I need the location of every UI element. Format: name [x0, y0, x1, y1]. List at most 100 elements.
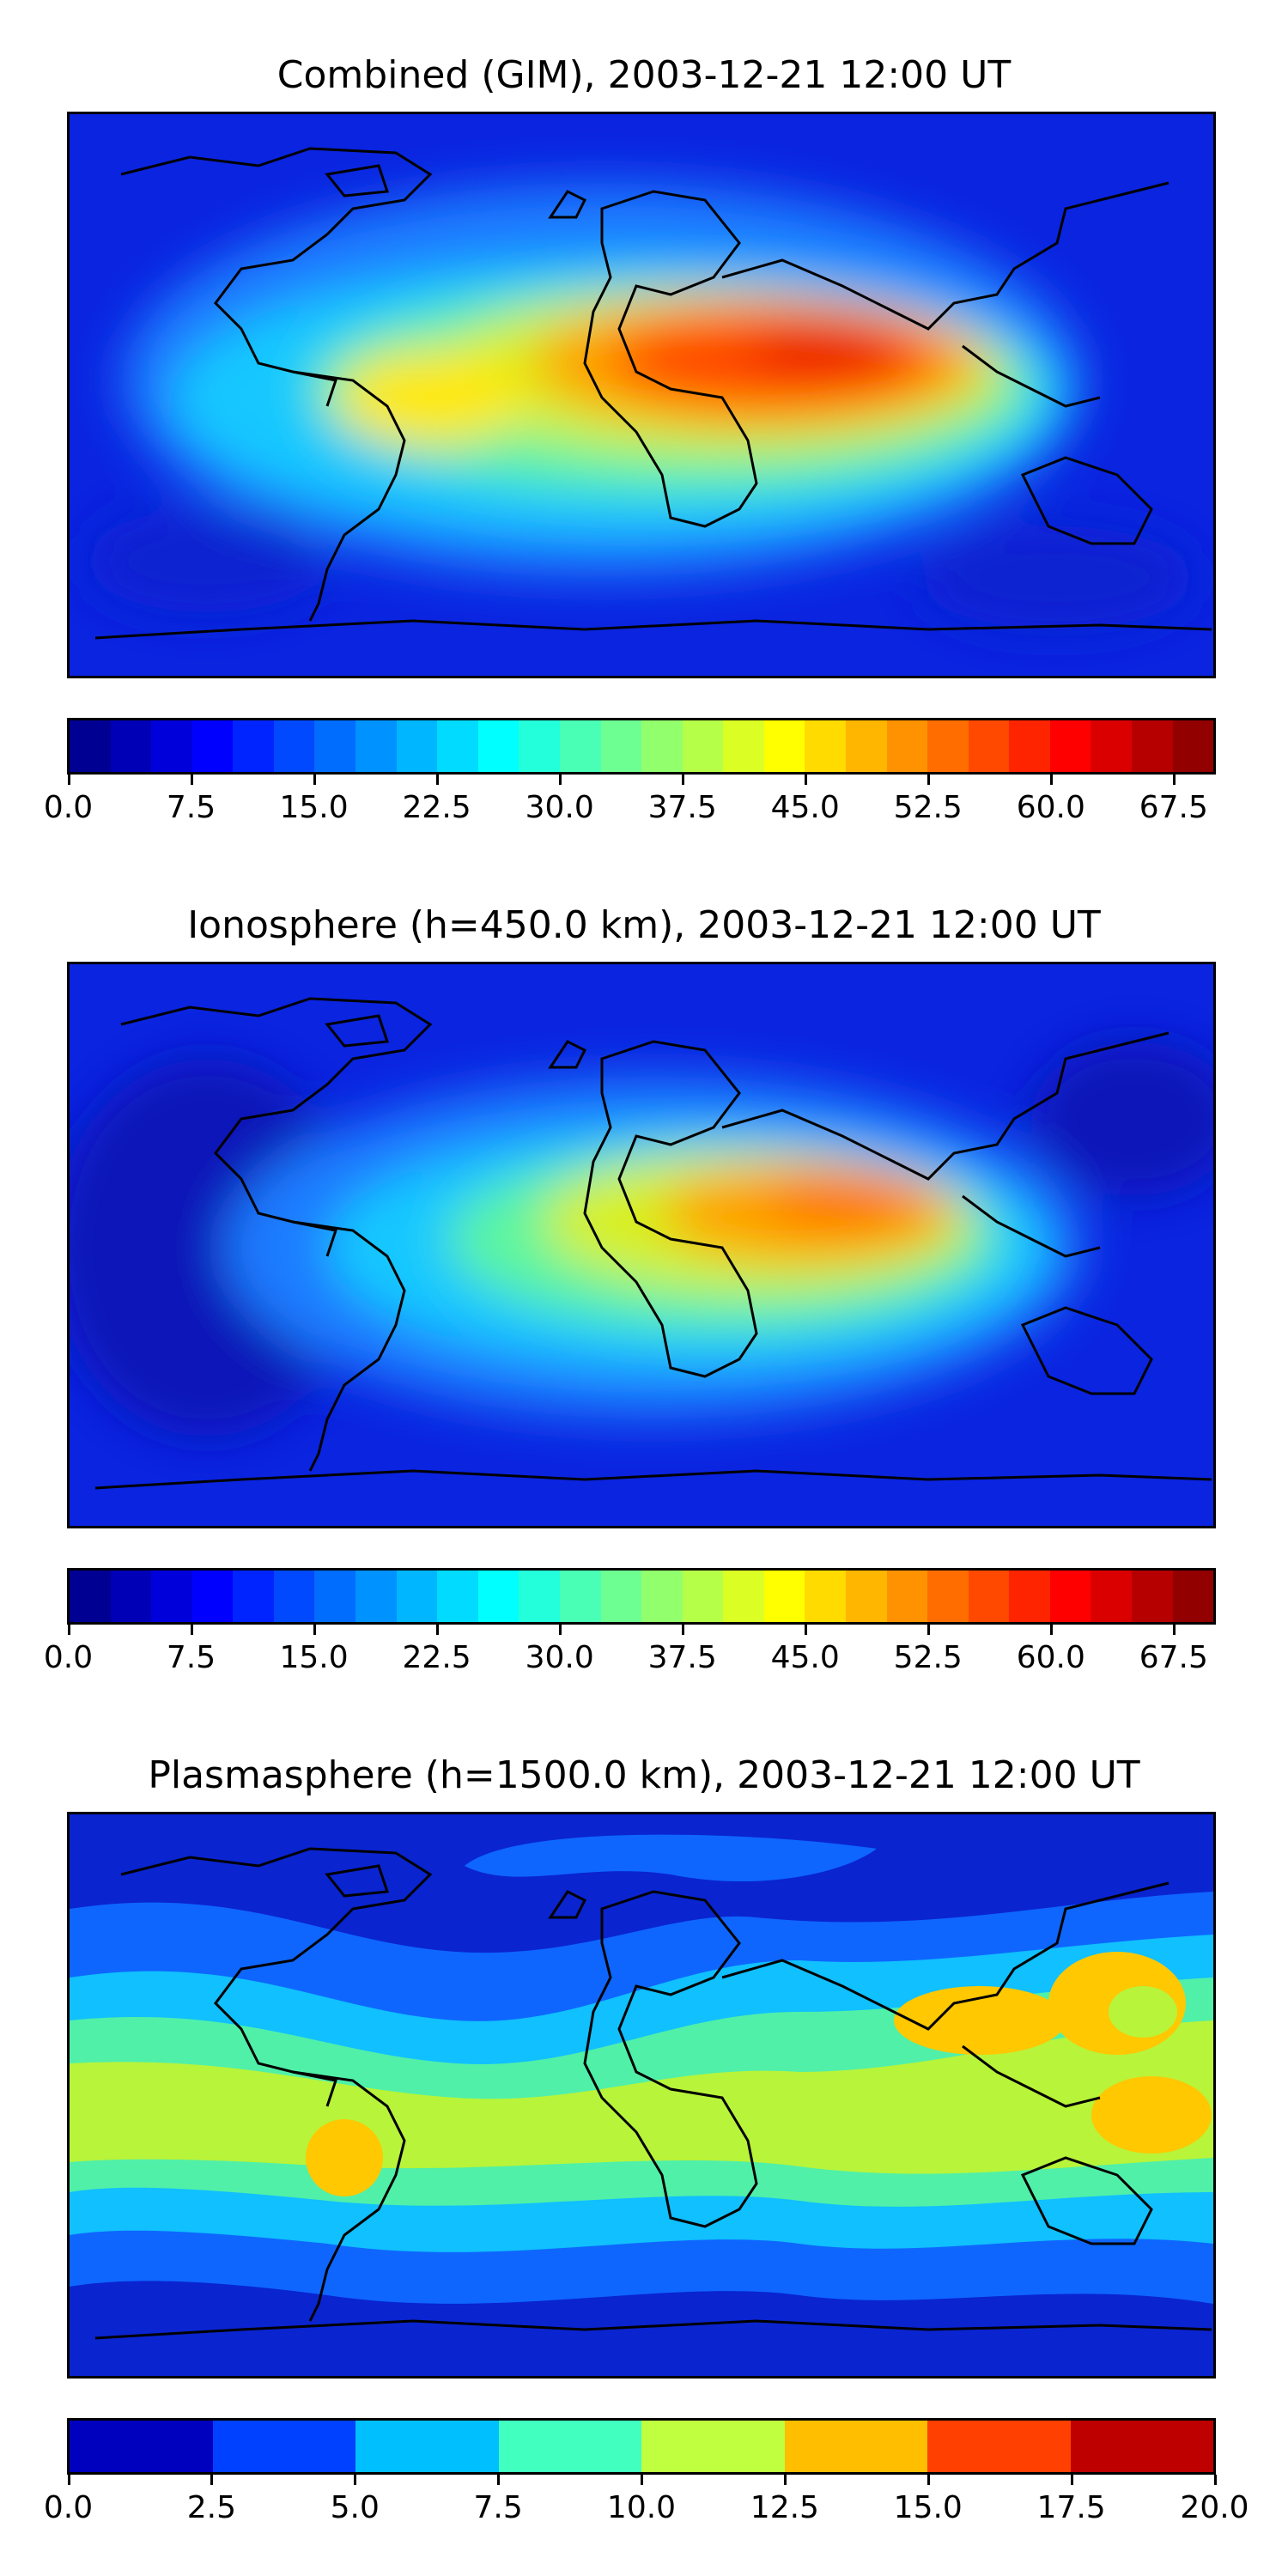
- colorbar-level: [1009, 1571, 1050, 1622]
- tick-label: 45.0: [770, 790, 840, 825]
- plasma-maximum: [894, 1986, 1066, 2055]
- colorbar-level: [191, 720, 234, 772]
- tick-label: 15.0: [279, 790, 349, 825]
- colorbar-level: [273, 720, 315, 772]
- colorbar-level: [641, 1571, 683, 1622]
- colorbar-level: [1049, 720, 1091, 772]
- tick-mark: [497, 2475, 501, 2485]
- colorbar-level: [110, 720, 152, 772]
- colorbar-level: [600, 720, 642, 772]
- map-ionosphere: [67, 962, 1216, 1528]
- plasma-maximum: [306, 2119, 383, 2196]
- colorbar-level: [968, 720, 1010, 772]
- colorbar-plasmasphere: 0.0 2.5 5.0 7.5 10.0 12.5 15.0 17.5 20.0: [44, 2418, 1249, 2526]
- tick-mark: [1049, 775, 1053, 785]
- colorbar-level: [70, 720, 111, 772]
- colorbar-level: [1091, 1571, 1133, 1622]
- colorbar-level: [151, 720, 192, 772]
- tick-label: 7.5: [166, 790, 216, 825]
- colorbar-level: [927, 1571, 969, 1622]
- colorbar-level: [723, 720, 764, 772]
- tick-label: 52.5: [893, 790, 963, 825]
- tick-label: 30.0: [525, 1640, 594, 1675]
- colorbar-level: [600, 1571, 642, 1622]
- colorbar-level: [1049, 1571, 1091, 1622]
- colorbar-level: [682, 720, 724, 772]
- tick-mark: [927, 775, 930, 785]
- tick-mark: [927, 2475, 930, 2485]
- colorbar-level: [784, 2421, 927, 2472]
- colorbar-level: [886, 720, 928, 772]
- colorbar-strip-plasmasphere: [67, 2418, 1216, 2475]
- tick-label: 22.5: [402, 1640, 471, 1675]
- colorbar-level: [723, 1571, 764, 1622]
- colorbar-level: [559, 1571, 601, 1622]
- tick-mark: [313, 1625, 316, 1635]
- tick-label: 17.5: [1036, 2490, 1106, 2525]
- tick-label: 52.5: [893, 1640, 963, 1675]
- colorbar-level: [1132, 720, 1173, 772]
- colorbar-level: [559, 720, 601, 772]
- tick-label: 0.0: [43, 2490, 94, 2525]
- tick-label: 67.5: [1139, 1640, 1208, 1675]
- colorbar-level: [682, 1571, 724, 1622]
- tick-label: 0.0: [43, 790, 94, 825]
- colorbar-ticks-combined: 0.0 7.5 15.0 22.5 30.0 37.5 45.0 52.5 60.0 67.5: [44, 775, 1216, 826]
- tick-mark: [681, 1625, 684, 1635]
- tick-mark: [558, 775, 562, 785]
- tick-mark: [804, 775, 807, 785]
- colorbar-level: [763, 720, 805, 772]
- tick-mark: [190, 775, 193, 785]
- tick-mark: [804, 1625, 807, 1635]
- colorbar-level: [968, 1571, 1010, 1622]
- colorbar-level: [151, 1571, 192, 1622]
- colorbar-level: [1091, 720, 1133, 772]
- panel-title-plasmasphere: Plasmasphere (h=1500.0 km), 2003-12-21 1…: [148, 1753, 1140, 1797]
- tick-mark: [435, 1625, 439, 1635]
- tick-label: 22.5: [402, 790, 471, 825]
- tick-mark: [1172, 1625, 1176, 1635]
- colorbar-level: [191, 1571, 234, 1622]
- tick-mark: [313, 775, 316, 785]
- tick-label: 67.5: [1139, 790, 1208, 825]
- colorbar-level: [845, 720, 887, 772]
- tick-mark: [67, 775, 70, 785]
- tick-label: 7.5: [166, 1640, 216, 1675]
- tick-label: 12.5: [750, 2490, 819, 2525]
- colorbar-level: [927, 720, 969, 772]
- colorbar-level: [805, 720, 846, 772]
- colorbar-ticks-ionosphere: 0.0 7.5 15.0 22.5 30.0 37.5 45.0 52.5 60.0 67.5: [44, 1625, 1216, 1676]
- colorbar-level: [355, 1571, 397, 1622]
- panel-title-ionosphere: Ionosphere (h=450.0 km), 2003-12-21 12:0…: [187, 903, 1101, 947]
- tick-mark: [435, 775, 439, 785]
- colorbar-level: [641, 2421, 785, 2472]
- colorbar-level: [845, 1571, 887, 1622]
- tick-label: 45.0: [770, 1640, 840, 1675]
- tick-mark: [354, 2475, 357, 2485]
- coastlines: [94, 1847, 1212, 2340]
- colorbar-level: [70, 2421, 213, 2472]
- map-canvas-combined: [70, 114, 1213, 676]
- coastlines: [94, 147, 1212, 640]
- colorbar-level: [498, 2421, 641, 2472]
- tick-mark: [1070, 2475, 1073, 2485]
- colorbar-level: [1172, 1571, 1214, 1622]
- colorbar-level: [233, 720, 274, 772]
- tick-mark: [1213, 2475, 1217, 2485]
- map-canvas-ionosphere: [70, 964, 1213, 1526]
- colorbar-level: [477, 1571, 519, 1622]
- colorbar-level: [355, 720, 397, 772]
- colorbar-level: [355, 2421, 499, 2472]
- tick-label: 2.5: [186, 2490, 237, 2525]
- colorbar-level: [314, 720, 356, 772]
- plasma-maximum: [1091, 2076, 1212, 2154]
- tick-label: 30.0: [525, 790, 594, 825]
- colorbar-level: [763, 1571, 805, 1622]
- colorbar-level: [1009, 720, 1050, 772]
- colorbar-level: [396, 1571, 438, 1622]
- tick-label: 37.5: [647, 790, 717, 825]
- colorbar-level: [1172, 720, 1214, 772]
- colorbar-level: [396, 720, 438, 772]
- colorbar-level: [927, 2421, 1071, 2472]
- tick-mark: [681, 775, 684, 785]
